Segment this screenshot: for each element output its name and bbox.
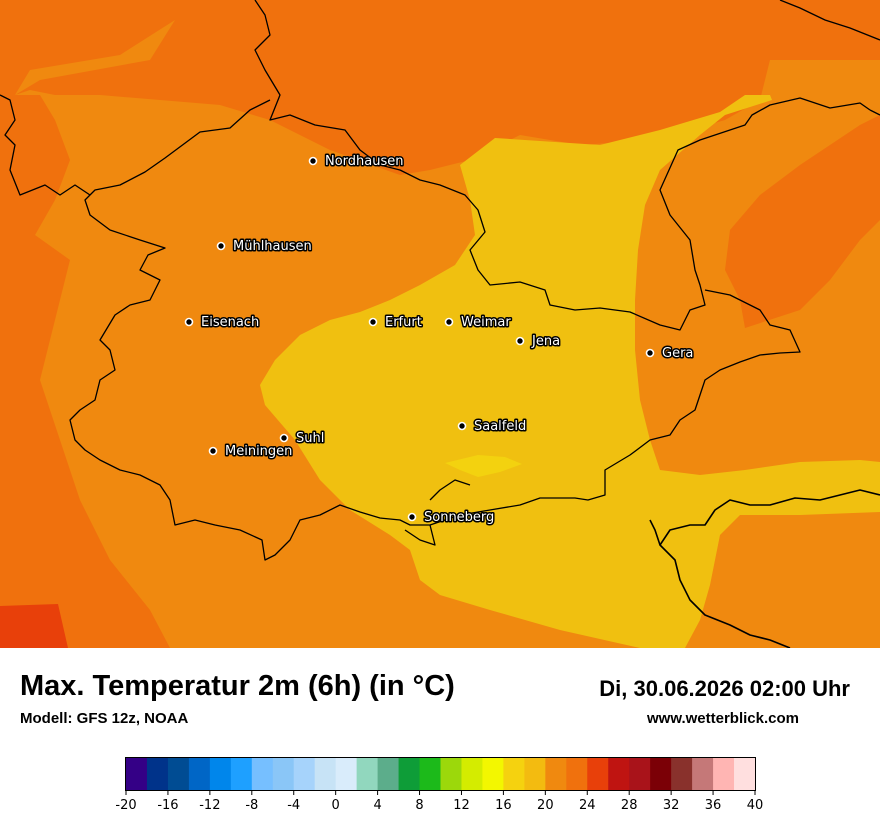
city-label: Jena xyxy=(531,334,560,349)
legend-frame xyxy=(125,757,756,791)
legend-swatch xyxy=(671,758,693,790)
legend-tick-label: 24 xyxy=(579,798,596,813)
city-label: Mühlhausen xyxy=(233,239,312,254)
legend-swatch xyxy=(419,758,441,790)
legend-swatch xyxy=(356,758,379,790)
legend-canvas: -20 -16 -12 -8 -4 0 4 8 12 16 20 24 28 32 36 40 xyxy=(115,757,763,813)
legend-swatch xyxy=(734,758,756,790)
national-border xyxy=(649,489,880,648)
legend-ticks: -20 -16 -12 -8 -4 0 4 8 12 16 20 24 28 32 36 40 xyxy=(115,790,763,813)
legend-swatch xyxy=(230,758,253,790)
temperature-map[interactable]: Nordhausen Mühlhausen Eisenach Erfurt We… xyxy=(0,0,880,648)
city-muehlhausen[interactable]: Mühlhausen xyxy=(216,238,313,256)
city-label: Saalfeld xyxy=(474,419,526,434)
legend-swatch xyxy=(587,758,609,790)
city-gera[interactable]: Gera xyxy=(645,345,695,363)
legend-swatches xyxy=(126,758,756,790)
city-sonneberg[interactable]: Sonneberg xyxy=(407,509,496,527)
legend-swatch xyxy=(209,758,232,790)
northeast-border xyxy=(779,0,880,41)
legend-swatch xyxy=(503,758,525,790)
legend-swatch xyxy=(251,758,274,790)
legend-tick-label: 36 xyxy=(705,798,722,813)
city-weimar[interactable]: Weimar xyxy=(444,314,513,332)
legend-tick-label: 8 xyxy=(415,798,423,813)
model-source: Modell: GFS 12z, NOAA xyxy=(20,710,189,727)
city-dot xyxy=(184,317,194,327)
city-dot xyxy=(645,348,655,358)
city-suhl[interactable]: Suhl xyxy=(279,430,326,448)
temp-zone-24-26 xyxy=(0,604,68,648)
city-jena[interactable]: Jena xyxy=(515,333,562,351)
legend-tick-label: 28 xyxy=(621,798,638,813)
city-dot xyxy=(515,336,525,346)
city-label: Nordhausen xyxy=(325,154,404,169)
city-nordhausen[interactable]: Nordhausen xyxy=(308,153,405,171)
city-dot xyxy=(368,317,378,327)
legend-tick-label: 16 xyxy=(495,798,512,813)
legend-swatch xyxy=(608,758,630,790)
legend-swatch xyxy=(629,758,651,790)
legend-tick-label: 12 xyxy=(453,798,470,813)
temp-zone-16-18 xyxy=(445,455,522,477)
city-dot xyxy=(457,421,467,431)
legend-swatch xyxy=(146,758,169,790)
city-label: Sonneberg xyxy=(424,510,494,525)
temp-zone-22-24-east xyxy=(725,115,880,328)
legend-swatch xyxy=(713,758,735,790)
valid-datetime: Di, 30.06.2026 02:00 Uhr xyxy=(599,676,850,701)
legend-tick-label: 4 xyxy=(373,798,381,813)
legend-swatch xyxy=(440,758,462,790)
city-dot xyxy=(216,241,226,251)
temp-zone-18-20 xyxy=(260,95,880,648)
city-label: Erfurt xyxy=(385,315,422,330)
city-label: Suhl xyxy=(296,431,324,446)
legend-swatch xyxy=(461,758,483,790)
legend-tick-label: -16 xyxy=(157,798,178,813)
legend-swatch xyxy=(126,758,148,790)
legend-swatch xyxy=(272,758,295,790)
city-label: Gera xyxy=(662,346,693,361)
legend-tick-label: -4 xyxy=(287,798,300,813)
legend-swatch xyxy=(650,758,672,790)
color-legend: -20 -16 -12 -8 -4 0 4 8 12 16 20 24 28 32 36 40 xyxy=(0,752,880,830)
website-link[interactable]: www.wetterblick.com xyxy=(647,710,799,727)
legend-swatch xyxy=(377,758,400,790)
legend-swatch xyxy=(545,758,567,790)
map-canvas: Nordhausen Mühlhausen Eisenach Erfurt We… xyxy=(0,0,880,648)
legend-swatch xyxy=(524,758,546,790)
legend-swatch xyxy=(692,758,714,790)
city-eisenach[interactable]: Eisenach xyxy=(184,314,261,332)
city-dot xyxy=(444,317,454,327)
legend-tick-label: 20 xyxy=(537,798,554,813)
legend-tick-label: -8 xyxy=(245,798,258,813)
city-dot xyxy=(208,446,218,456)
legend-swatch xyxy=(335,758,358,790)
city-label: Weimar xyxy=(461,315,511,330)
city-meiningen[interactable]: Meiningen xyxy=(208,443,294,461)
city-dot xyxy=(279,433,289,443)
city-label: Meiningen xyxy=(225,444,292,459)
city-dot xyxy=(308,156,318,166)
legend-swatch xyxy=(398,758,421,790)
legend-swatch xyxy=(293,758,316,790)
legend-swatch xyxy=(482,758,504,790)
legend-swatch xyxy=(188,758,211,790)
city-erfurt[interactable]: Erfurt xyxy=(368,314,423,332)
city-saalfeld[interactable]: Saalfeld xyxy=(457,418,528,436)
temp-zone-22-24-west xyxy=(0,0,620,648)
legend-tick-label: -20 xyxy=(115,798,136,813)
legend-tick-label: -12 xyxy=(199,798,220,813)
state-borders xyxy=(0,0,880,561)
map-title: Max. Temperatur 2m (6h) (in °C) xyxy=(20,670,455,702)
city-dot xyxy=(407,512,417,522)
city-label: Eisenach xyxy=(201,315,259,330)
legend-swatch xyxy=(566,758,588,790)
legend-tick-label: 40 xyxy=(747,798,764,813)
legend-tick-label: 32 xyxy=(663,798,680,813)
legend-tick-label: 0 xyxy=(332,798,340,813)
city-markers: Nordhausen Mühlhausen Eisenach Erfurt We… xyxy=(184,153,695,527)
legend-swatch xyxy=(167,758,190,790)
legend-swatch xyxy=(314,758,337,790)
